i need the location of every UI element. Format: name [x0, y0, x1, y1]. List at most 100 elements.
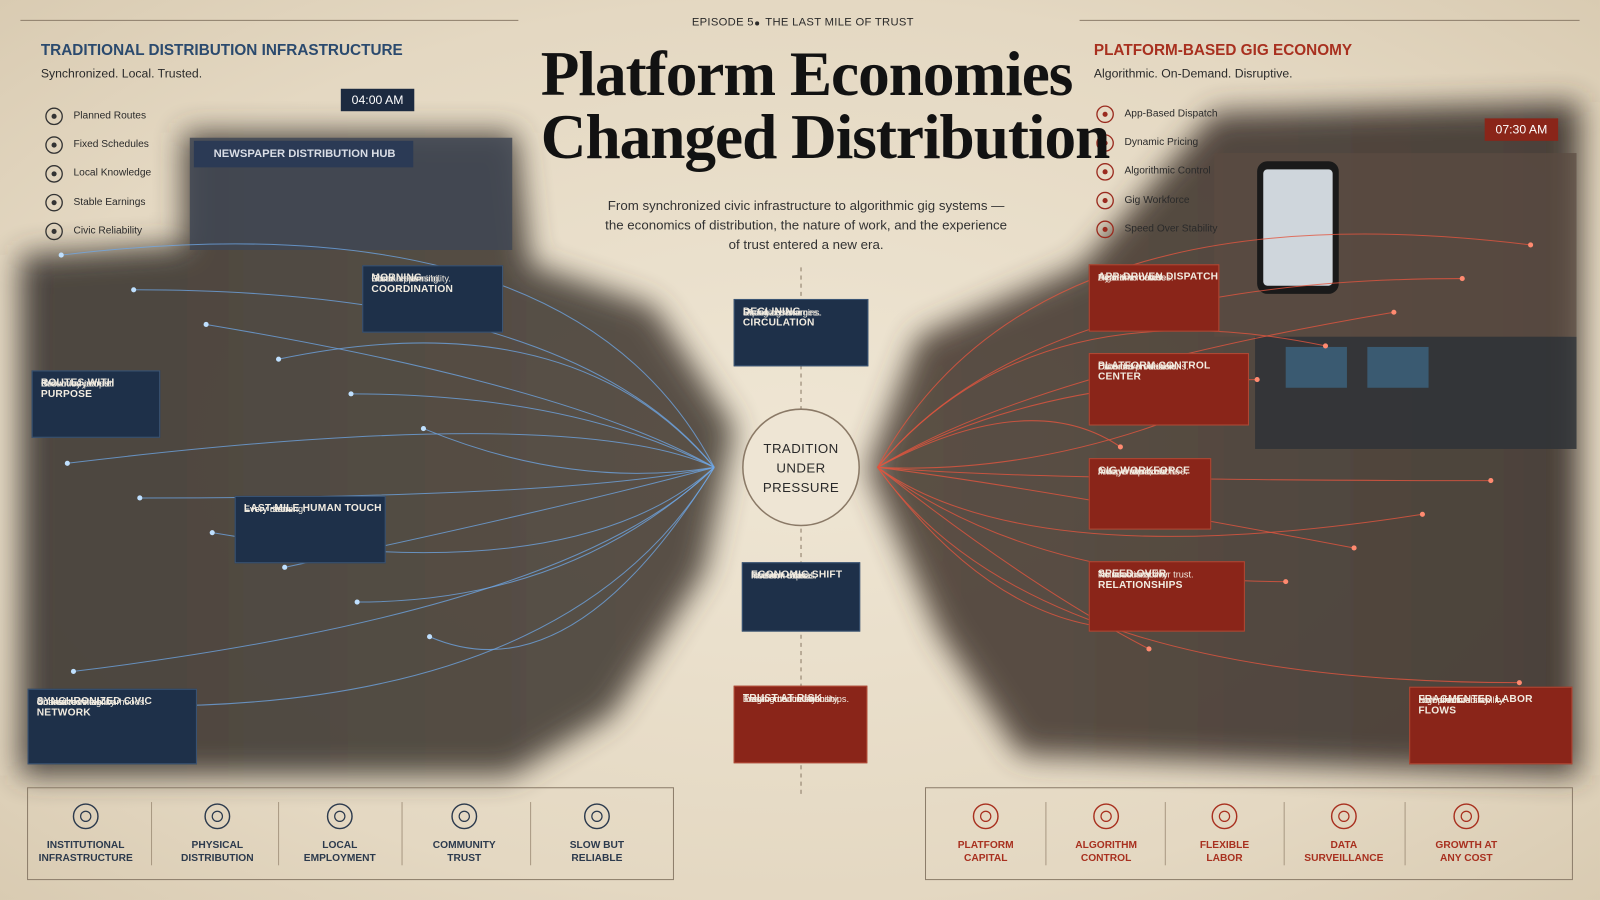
footer-label: INFRASTRUCTURE	[38, 853, 133, 865]
decoration	[79, 810, 92, 823]
callout-text: Clear responsibility.	[371, 273, 451, 284]
footer-label: RELIABLE	[571, 853, 623, 865]
footer-label: SLOW BUT	[569, 839, 625, 852]
decoration	[1096, 163, 1114, 181]
decoration	[1351, 545, 1357, 551]
footer-label: FLEXIBLE	[1199, 839, 1250, 852]
feature: Civic Reliability	[73, 225, 143, 237]
decoration	[45, 193, 63, 212]
callout-text: No accountability.	[1097, 569, 1170, 580]
callout-text: Local areas.	[371, 273, 422, 284]
decoration	[1102, 169, 1108, 175]
decoration	[591, 810, 603, 823]
decoration	[1218, 810, 1231, 823]
callout-title: LAST-MILE HUMAN TOUCH	[243, 503, 382, 515]
decoration	[1096, 220, 1114, 239]
callout-text: Squeezed margins.	[742, 307, 822, 318]
callout-text: Investor capital.	[751, 570, 816, 581]
decoration	[1488, 478, 1494, 484]
decoration	[204, 803, 231, 830]
callout-title: FRAGMENTED LABOR FLOWS	[1418, 693, 1533, 717]
footer-label: CAPITAL	[963, 853, 1008, 865]
decoration	[137, 495, 143, 501]
decoration	[972, 803, 999, 830]
footer-label: PLATFORM	[957, 839, 1014, 852]
callout-text: Human planning.	[371, 273, 441, 284]
decoration	[1459, 276, 1465, 282]
callout-text: Transactions over trust.	[1097, 569, 1194, 580]
callout-text: Eroding continuity.	[742, 693, 818, 705]
decoration	[1117, 444, 1123, 450]
feature: Dynamic Pricing	[1124, 136, 1199, 149]
subtitle: of trust entered a new era.	[728, 236, 884, 253]
feature: App-Based Dispatch	[1124, 108, 1218, 120]
callout-text: Reduced accountability.	[742, 693, 840, 705]
callout: LAST-MILE HUMAN TOUCH Every door. Every re…	[234, 495, 386, 564]
decoration	[427, 634, 433, 640]
decoration	[64, 460, 70, 466]
footer-label: DISTRIBUTION	[181, 853, 254, 865]
callout-text: Always available.	[1097, 466, 1169, 477]
decoration	[58, 252, 64, 258]
callout-text: Dynamic routes.	[1097, 272, 1165, 283]
decoration	[211, 810, 224, 823]
callout-text: Connected neighborhoods.	[36, 696, 148, 708]
decoration	[131, 287, 137, 293]
decoration	[51, 200, 57, 206]
episode: EPISODE 5	[691, 16, 754, 29]
decoration	[334, 810, 346, 823]
callout-title: APP-DRIVEN DISPATCH	[1097, 271, 1219, 283]
decoration	[45, 107, 63, 126]
decoration	[877, 311, 1394, 468]
decoration	[423, 428, 715, 474]
tagline: Algorithmic. On-Demand. Disruptive.	[1093, 66, 1293, 81]
decoration	[1283, 579, 1289, 585]
decoration	[979, 810, 992, 823]
footer-label: CONTROL	[1080, 853, 1132, 865]
decoration	[1146, 646, 1152, 652]
decoration	[1528, 242, 1534, 248]
footer-label: SURVEILLANCE	[1304, 853, 1384, 865]
decoration	[1093, 803, 1120, 830]
decoration	[877, 330, 1326, 468]
feature: Local Knowledge	[73, 167, 152, 179]
decoration	[1338, 810, 1350, 823]
section-heading: PLATFORM-BASED GIG ECONOMY	[1093, 41, 1353, 60]
footer-label: ALGORITHM	[1075, 839, 1137, 852]
callout-text: Labor as a variable.	[1097, 361, 1179, 372]
time: 07:30 AM	[1484, 118, 1559, 141]
decoration	[145, 467, 715, 707]
callout: APP-DRIVEN DISPATCH Real-time orders. Dyna…	[1088, 264, 1220, 332]
callout: ECONOMIC SHIFT Platform scale. Investor ca…	[741, 562, 861, 632]
decoration	[278, 342, 715, 468]
callout: FRAGMENTED LABOR FLOWS High churn. Low pre…	[1409, 686, 1573, 765]
section-heading: TRADITIONAL DISTRIBUTION INFRASTRUCTURE	[40, 41, 403, 60]
decoration	[1096, 105, 1114, 124]
decoration	[1254, 377, 1260, 383]
decoration	[206, 323, 715, 468]
callout-text: No collective stability.	[1418, 694, 1506, 706]
decoration	[1100, 810, 1112, 823]
decoration	[1102, 198, 1108, 204]
decoration	[1391, 309, 1397, 315]
decoration	[51, 228, 57, 234]
decoration	[1096, 191, 1114, 210]
decoration	[45, 222, 63, 241]
footer-label: GROWTH AT	[1435, 839, 1498, 852]
callout-text: Every reader.	[243, 504, 299, 515]
badge: TRADITION	[763, 440, 839, 457]
decoration	[73, 466, 715, 672]
separator	[755, 21, 760, 26]
callout-text: Low predictability.	[1418, 694, 1491, 706]
decoration	[1211, 803, 1238, 830]
subtitle: the economics of distribution, the natur…	[605, 217, 1008, 233]
decoration	[326, 803, 353, 830]
callout-text: Shrinking volumes.	[742, 307, 821, 318]
decoration	[209, 530, 215, 536]
feature: Speed Over Stability	[1124, 223, 1218, 235]
callout-text: Independent, not free.	[1097, 466, 1188, 477]
decoration	[1102, 111, 1108, 117]
callout-text: Every door.	[243, 504, 291, 515]
footer-label: TRUST	[447, 853, 482, 865]
